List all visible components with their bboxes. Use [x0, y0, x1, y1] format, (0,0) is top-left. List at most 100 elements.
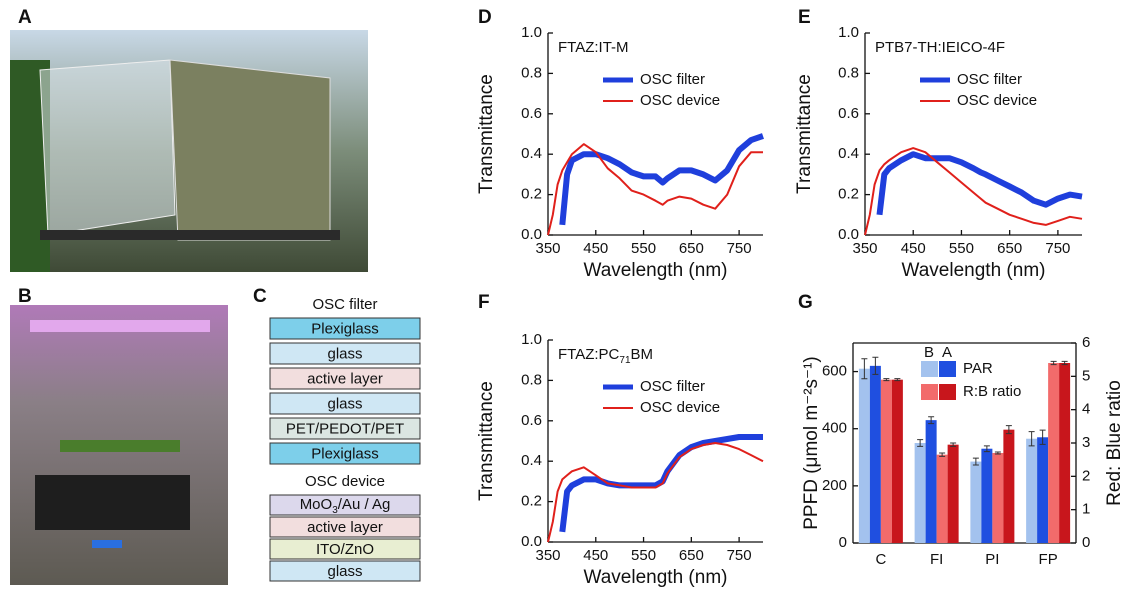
y-tick-label: 1 — [1082, 501, 1090, 518]
layer-label: active layer — [307, 519, 383, 536]
y-tick-label: 0.4 — [838, 145, 859, 162]
series-line — [864, 147, 1083, 236]
x-tick-label: 450 — [583, 547, 608, 564]
layer-label: glass — [327, 395, 362, 412]
x-tick-label: FI — [930, 551, 943, 568]
y-tick-label: 0.4 — [521, 145, 542, 162]
y-axis-label: Transmittance — [476, 74, 497, 194]
legend-swatch — [921, 361, 938, 377]
y-tick-label: 0.0 — [521, 533, 542, 550]
bar — [947, 444, 959, 543]
x-tick-label: 550 — [631, 240, 656, 257]
y-tick-label: 2 — [1082, 467, 1090, 484]
panel-label: G — [798, 292, 813, 313]
x-axis-label: Wavelength (nm) — [902, 260, 1046, 281]
series-line — [547, 143, 763, 236]
error-bar — [972, 457, 979, 466]
bar — [925, 420, 937, 543]
legend-label: OSC device — [957, 92, 1037, 109]
stack-title: OSC filter — [312, 296, 377, 313]
y-tick-label: 0.6 — [838, 105, 859, 122]
x-tick-label: 450 — [583, 240, 608, 257]
legend-label: R:B ratio — [963, 383, 1021, 400]
series-line — [559, 434, 763, 533]
error-bar — [1028, 431, 1035, 447]
layer — [269, 417, 421, 440]
layer — [269, 342, 421, 365]
y2-axis-label: Red: Blue ratio — [1104, 380, 1125, 506]
bar — [880, 379, 892, 543]
y-tick-label: 1.0 — [838, 24, 859, 41]
error-bar — [983, 445, 990, 453]
y-tick-label: 4 — [1082, 401, 1090, 418]
table — [40, 230, 340, 240]
y-tick-label: 0.4 — [521, 452, 542, 469]
y-tick-label: 0.8 — [521, 64, 542, 81]
stack-title: OSC device — [305, 473, 385, 490]
error-bar — [994, 451, 1001, 455]
x-tick-label: 650 — [679, 547, 704, 564]
layer — [269, 494, 421, 516]
legend-label: PAR — [963, 360, 993, 377]
grow-light — [30, 320, 210, 332]
series-line — [559, 133, 764, 226]
y-tick-label: 200 — [822, 477, 847, 494]
legend-label: OSC filter — [640, 378, 705, 395]
layer-label: ITO/ZnO — [316, 541, 374, 558]
legend-group: A — [942, 344, 952, 361]
x-axis-label: Wavelength (nm) — [584, 260, 728, 281]
tag — [92, 540, 122, 548]
x-tick-label: C — [875, 551, 886, 568]
tray — [35, 475, 190, 530]
legend-label: OSC filter — [957, 71, 1022, 88]
y-tick-label: 0.6 — [521, 412, 542, 429]
legend-label: OSC filter — [640, 71, 705, 88]
y-tick-label: 0.0 — [838, 226, 859, 243]
y-tick-label: 0.2 — [521, 186, 542, 203]
layer — [269, 516, 421, 538]
layer — [269, 538, 421, 560]
panel-label: F — [478, 292, 490, 313]
y-tick-label: 0.2 — [521, 493, 542, 510]
bar — [1037, 437, 1049, 543]
box-filter — [169, 59, 331, 241]
error-bar — [872, 356, 879, 375]
error-bar — [1050, 360, 1057, 366]
x-axis-label: Wavelength (nm) — [584, 567, 728, 588]
bar — [1048, 363, 1060, 543]
y-tick-label: 5 — [1082, 367, 1090, 384]
y-tick-label: 0.0 — [521, 226, 542, 243]
y-tick-label: 3 — [1082, 434, 1090, 451]
error-bar — [894, 378, 901, 382]
x-tick-label: 350 — [535, 240, 560, 257]
layer-label: Plexiglass — [311, 320, 379, 337]
error-bar — [950, 442, 957, 447]
layer-label: glass — [327, 563, 362, 580]
y-tick-label: 0 — [839, 534, 847, 551]
error-bar — [1039, 429, 1046, 445]
legend-swatch — [939, 361, 956, 377]
layer — [269, 442, 421, 465]
series-line — [547, 442, 764, 543]
y-tick-label: 0 — [1082, 534, 1090, 551]
x-tick-label: FP — [1039, 551, 1058, 568]
layer — [269, 317, 421, 340]
bar — [858, 368, 870, 543]
panel-label: D — [478, 7, 492, 28]
chart-title: FTAZ:PC71BM — [558, 346, 653, 366]
bar — [869, 365, 881, 543]
layer-label: PET/PEDOT/PET — [286, 420, 404, 437]
error-bar — [939, 452, 946, 457]
bar — [891, 379, 903, 543]
text-part: FTAZ:PC — [558, 346, 620, 363]
panel-label: C — [253, 286, 267, 307]
error-bar — [883, 378, 890, 382]
layer — [269, 367, 421, 390]
layer-label: active layer — [307, 370, 383, 387]
plants — [60, 440, 180, 452]
legend-swatch — [939, 384, 956, 400]
x-tick-label: 750 — [727, 240, 752, 257]
x-tick-label: 550 — [631, 547, 656, 564]
bar — [981, 448, 993, 543]
y-tick-label: 0.2 — [838, 186, 859, 203]
